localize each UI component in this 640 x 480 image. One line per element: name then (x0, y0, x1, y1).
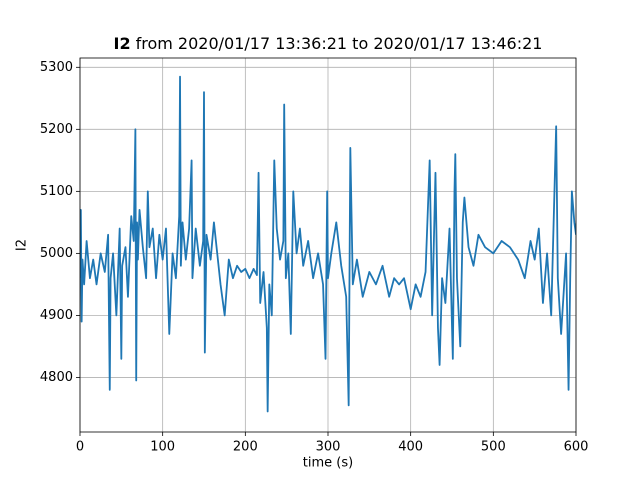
x-axis-label: time (s) (303, 456, 353, 471)
x-tick-label: 300 (316, 440, 341, 455)
y-tick-label: 4900 (40, 308, 73, 323)
chart-title: I2 from 2020/01/17 13:36:21 to 2020/01/17… (114, 34, 543, 53)
y-tick-label: 4800 (40, 370, 73, 385)
signal-line (80, 75, 576, 413)
y-tick-label: 5200 (40, 122, 73, 137)
x-tick-label: 100 (150, 440, 175, 455)
x-tick-label: 400 (398, 440, 423, 455)
x-tick-label: 0 (76, 440, 84, 455)
x-tick-label: 200 (233, 440, 258, 455)
x-tick-label: 500 (481, 440, 506, 455)
y-tick-label: 5100 (40, 184, 73, 199)
y-tick-label: 5300 (40, 60, 73, 75)
y-tick-label: 5000 (40, 246, 73, 261)
title-rest: from 2020/01/17 13:36:21 to 2020/01/17 1… (136, 34, 543, 53)
x-tick-label: 600 (564, 440, 589, 455)
plot-frame (79, 57, 577, 433)
y-axis-label: I2 (15, 239, 30, 251)
title-bold: I2 (114, 34, 131, 53)
